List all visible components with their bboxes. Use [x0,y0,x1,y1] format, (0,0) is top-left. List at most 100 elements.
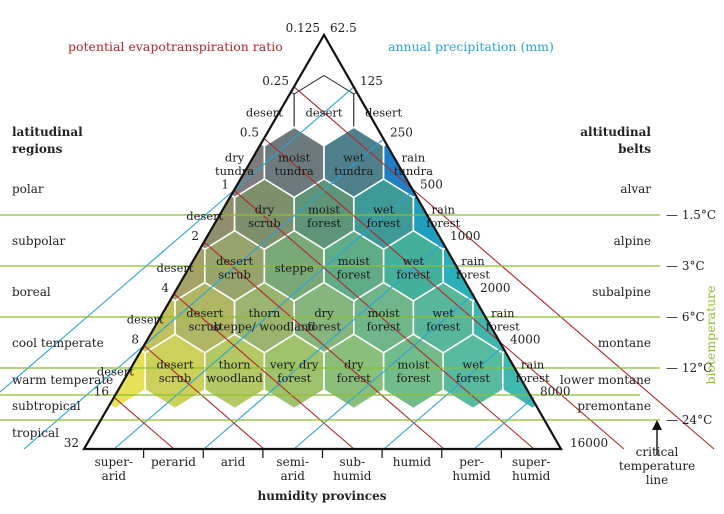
pet-tick-label: 0.25 [262,74,289,88]
humidity-province-label: arid [102,469,127,483]
precip-axis-title: annual precipitation (mm) [388,39,554,54]
precip-tick-label: 62.5 [330,21,357,35]
temperature-label: — 3°C [666,259,705,273]
altitudinal-belt-label: lower montane [560,373,651,387]
life-zone-label: woodland [206,371,263,385]
life-zone-label: desert [157,358,194,372]
altitudinal-title-1: altitudinal [580,125,651,139]
altitudinal-belt-label: alpine [614,234,651,248]
precip-tick-labels: 62.5 125 250 500 1000 2000 4000 8000 16000 [330,21,608,450]
life-zone-label: dry [225,151,245,165]
life-zone-label: desert [306,106,343,120]
altitudinal-belt-label: alvar [620,182,651,196]
pet-tick-label: 2 [191,229,199,243]
precip-guide-line [203,241,445,450]
life-zone-label: dry [255,202,275,216]
biotemperature-title: biotemperature [703,285,718,384]
life-zone-label: wet [373,202,395,216]
life-zone-label: moist [338,254,370,268]
humidity-province-label: per- [459,455,484,469]
life-zone-label: dry [314,306,334,320]
latitudinal-title-2: regions [12,142,63,156]
life-zone-label: moist [308,202,340,216]
latitudinal-region-label: boreal [12,285,51,299]
temperature-label: — 6°C [666,310,705,324]
precip-tick-label: 1000 [450,229,481,243]
life-zone-label: rain [431,202,455,216]
life-zone-label: thorn [248,306,280,320]
life-zone-label: forest [307,319,341,333]
life-zone-label: desert [246,106,283,120]
precip-guide-line [473,396,535,450]
pet-tick-label: 4 [161,281,169,295]
critical-label-line: temperature [619,459,695,473]
pet-tick-label: 8 [131,333,139,347]
pet-tick-label: 32 [64,436,79,450]
life-zone-label: forest [367,216,401,230]
life-zone-label: steppe/ woodland [213,319,316,333]
precip-guide-line [383,345,505,450]
humidity-province-label: arid [280,469,305,483]
life-zone-label: wet [462,358,484,372]
life-zone-label: scrub [248,216,281,230]
precip-tick-label: 8000 [540,384,571,398]
precip-guide-line [293,293,475,450]
humidity-province-label: humid [512,469,551,483]
altitudinal-belt-label: premontane [577,399,651,413]
precip-tick-label: 250 [390,126,413,140]
life-zone-label: moist [368,306,400,320]
precip-guide-line [23,138,385,450]
humidity-province-label: perarid [151,455,196,469]
life-zone-label: forest [456,268,490,282]
life-zone-label: forest [426,319,460,333]
critical-label-line: critical [636,445,679,459]
precip-guide-line [0,86,355,393]
temperature-label: — 12°C [666,361,712,375]
temperature-label: — 1.5°C [666,208,716,222]
life-zone-label: tundra [334,164,373,178]
precip-guide-line [113,189,415,450]
latitudinal-region-label: warm temperate [12,373,113,387]
humidity-axis-title: humidity provinces [257,489,386,503]
life-zone-label: moist [397,358,429,372]
life-zone-label: desert [186,306,223,320]
life-zone-label: desert [97,364,134,378]
altitudinal-title-2: belts [618,142,651,156]
pet-guide-line [233,189,535,450]
latitudinal-region-label: cool temperate [12,336,104,350]
precip-tick-label: 2000 [480,281,511,295]
life-zone-label: thorn [219,358,251,372]
life-zone-label: tundra [275,164,314,178]
pet-guide-line [113,396,175,450]
latitudinal-title-1: latitudinal [12,125,83,139]
life-zone-label: desert [216,254,253,268]
life-zone-label: rain [402,151,426,165]
pet-guide-line [293,86,715,450]
life-zone-label: forest [367,319,401,333]
life-zone-label: forest [396,371,430,385]
life-zone-label: forest [396,268,430,282]
precip-tick-label: 500 [420,177,443,191]
life-zone-label: wet [343,151,365,165]
life-zone-labels: desert desert desertdrytundramoisttundrawe… [97,106,550,386]
latitudinal-region-labels: polar subpolar boreal cool temperate warm te… [12,182,113,440]
humidity-province-label: semi- [276,455,309,469]
life-zone-label: desert [186,209,223,223]
critical-label-line: line [646,473,669,487]
pet-tick-label: 0.125 [286,21,320,35]
latitudinal-region-label: polar [12,182,44,196]
life-zone-label: wet [433,306,455,320]
altitudinal-belt-label: montane [598,336,651,350]
life-zone-label: rain [461,254,485,268]
latitudinal-region-label: subpolar [12,234,65,248]
life-zone-label: dry [344,358,364,372]
life-zone-label: steppe [275,261,314,275]
life-zone-label: forest [277,371,311,385]
humidity-province-label: arid [221,455,246,469]
pet-guide-line [143,345,265,450]
life-zone-label: desert [365,106,402,120]
life-zone-label: desert [157,261,194,275]
humidity-province-label: sub- [340,455,366,469]
life-zone-label: wet [403,254,425,268]
